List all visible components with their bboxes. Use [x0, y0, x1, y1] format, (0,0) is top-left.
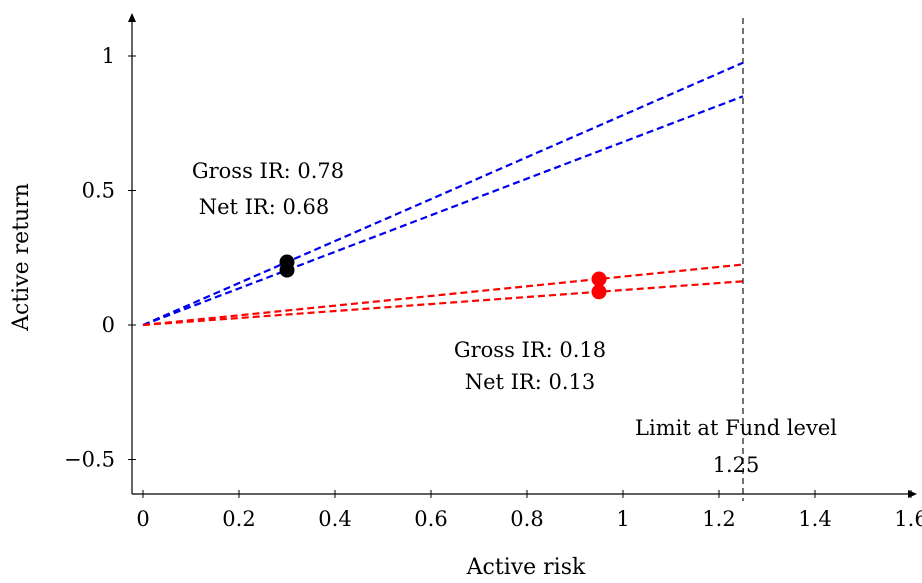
- ticks: 0 0.2 0.4 0.6 0.8 1 1.2 1.4 1.6 −0.5 0 0.5 1: [64, 44, 922, 531]
- x-axis-title: Active risk: [466, 555, 586, 580]
- x-tick-label: 1: [616, 507, 629, 531]
- fund-limit-value: 1.25: [713, 453, 760, 477]
- data-point-3: [591, 271, 607, 287]
- series-line-3: [142, 263, 744, 327]
- data-point-4: [591, 284, 607, 300]
- series-line-2: [142, 95, 744, 327]
- annotation-red-gross-ir: Gross IR: 0.18: [454, 338, 606, 362]
- data-point-2: [279, 262, 295, 278]
- annotation-blue-gross-ir: Gross IR: 0.78: [192, 159, 344, 183]
- x-tick-label: 0.4: [318, 507, 351, 531]
- x-tick-label: 0.2: [222, 507, 255, 531]
- y-tick-label: 1: [102, 44, 115, 68]
- x-tick-label: 1.2: [702, 507, 735, 531]
- x-tick-label: 0.8: [510, 507, 543, 531]
- y-tick-label: 0: [102, 313, 115, 337]
- y-axis-title: Active return: [9, 183, 34, 332]
- annotation-red-net-ir: Net IR: 0.13: [465, 370, 596, 394]
- plot-marks: [142, 18, 744, 501]
- series-line-4: [142, 280, 744, 327]
- y-tick-label: 0.5: [82, 179, 115, 203]
- x-tick-label: 1.4: [798, 507, 831, 531]
- annotation-blue-net-ir: Net IR: 0.68: [199, 195, 330, 219]
- x-axis-arrow: [908, 490, 917, 498]
- axes: [128, 13, 917, 498]
- x-tick-label: 0.6: [414, 507, 447, 531]
- x-tick-label: 0: [136, 507, 149, 531]
- x-tick-label: 1.6: [894, 507, 922, 531]
- y-axis-arrow: [128, 13, 136, 22]
- fund-limit-label: Limit at Fund level: [635, 416, 837, 440]
- series-line-1: [142, 61, 744, 327]
- y-tick-label: −0.5: [64, 448, 115, 472]
